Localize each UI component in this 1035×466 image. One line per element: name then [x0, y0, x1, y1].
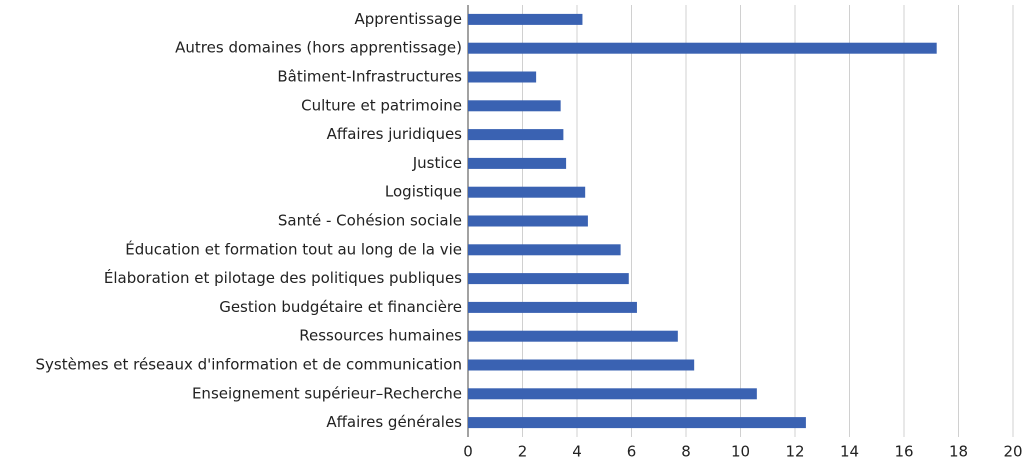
bar — [468, 417, 806, 429]
x-tick-label: 0 — [463, 443, 473, 461]
x-tick-label: 20 — [1003, 443, 1022, 461]
x-tick-label: 10 — [731, 443, 750, 461]
y-tick-label: Apprentissage — [355, 10, 463, 28]
x-tick-label: 16 — [894, 443, 913, 461]
bar — [468, 388, 757, 400]
x-tick-label: 6 — [627, 443, 637, 461]
bar — [468, 215, 588, 227]
bar — [468, 273, 629, 285]
x-tick-label: 12 — [785, 443, 804, 461]
bar — [468, 301, 637, 313]
y-tick-label: Ressources humaines — [299, 327, 462, 345]
bar — [468, 186, 586, 198]
bar — [468, 129, 564, 141]
bar — [468, 13, 583, 25]
y-tick-label: Logistique — [385, 183, 462, 201]
x-tick-label: 2 — [518, 443, 528, 461]
y-tick-label: Élaboration et pilotage des politiques p… — [104, 268, 462, 287]
y-tick-label: Bâtiment-Infrastructures — [277, 68, 462, 86]
y-tick-label: Affaires juridiques — [327, 125, 463, 143]
bar — [468, 100, 561, 112]
y-tick-label: Gestion budgétaire et financière — [219, 298, 462, 316]
y-tick-label: Systèmes et réseaux d'information et de … — [36, 356, 462, 374]
y-tick-label: Justice — [412, 154, 462, 172]
bar — [468, 330, 678, 342]
x-tick-label: 14 — [840, 443, 859, 461]
y-tick-label: Éducation et formation tout au long de l… — [125, 239, 462, 258]
y-tick-label: Autres domaines (hors apprentissage) — [175, 39, 462, 57]
y-tick-label: Culture et patrimoine — [301, 96, 462, 114]
bar — [468, 157, 567, 169]
y-tick-label: Santé - Cohésion sociale — [278, 212, 462, 230]
x-tick-label: 8 — [681, 443, 691, 461]
x-tick-label: 18 — [949, 443, 968, 461]
bar — [468, 244, 621, 256]
x-tick-label: 4 — [572, 443, 582, 461]
bar — [468, 42, 937, 54]
y-tick-label: Affaires générales — [326, 413, 462, 431]
bar — [468, 71, 537, 83]
y-tick-label: Enseignement supérieur–Recherche — [192, 384, 462, 402]
bar — [468, 359, 695, 371]
